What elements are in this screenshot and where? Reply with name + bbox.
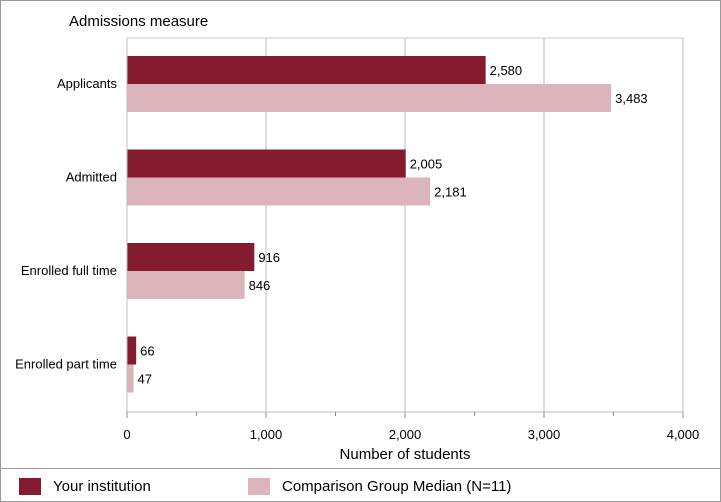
value-labels-group: 2,580 3,483 2,005 2,181 916 846 66 47 xyxy=(138,63,648,387)
bar xyxy=(127,243,255,271)
bar xyxy=(127,271,245,299)
category-label: Applicants xyxy=(57,76,117,91)
bar-value-label: 846 xyxy=(249,278,271,293)
bar-value-label: 2,181 xyxy=(434,185,467,200)
legend-item-your-institution: Your institution xyxy=(19,478,151,495)
bar-value-label: 916 xyxy=(258,250,280,265)
bar xyxy=(127,336,137,365)
x-tick-label: 1,000 xyxy=(250,427,283,442)
legend-swatch-comparison-median xyxy=(248,478,270,495)
bar-value-label: 2,005 xyxy=(410,157,443,172)
legend-swatch-your-institution xyxy=(19,478,41,495)
bars-group xyxy=(127,56,612,393)
category-label: Enrolled full time xyxy=(21,263,117,278)
x-tick-label: 2,000 xyxy=(389,427,422,442)
bar xyxy=(127,84,612,112)
legend-item-comparison-median: Comparison Group Median (N=11) xyxy=(248,478,511,495)
category-labels-group: Applicants Admitted Enrolled full time Enro… xyxy=(15,76,117,372)
legend-label-your-institution: Your institution xyxy=(53,478,151,495)
x-axis: 0 1,000 2,000 3,000 4,000 xyxy=(123,38,699,442)
bar xyxy=(127,56,486,84)
x-tick-label: 0 xyxy=(123,427,130,442)
bar xyxy=(127,364,134,393)
x-tick-label: 4,000 xyxy=(667,427,700,442)
bar-value-label: 2,580 xyxy=(490,63,523,78)
bar-value-label: 66 xyxy=(140,344,154,359)
admissions-bar-chart: Admissions measure 2,580 3,483 2,005 2,181 9… xyxy=(15,13,699,463)
legend-label-comparison-median: Comparison Group Median (N=11) xyxy=(282,478,512,495)
category-label: Admitted xyxy=(66,170,117,185)
bar xyxy=(127,177,431,206)
chart-title: Admissions measure xyxy=(69,13,208,30)
bar-value-label: 47 xyxy=(138,372,152,387)
bar-value-label: 3,483 xyxy=(615,91,648,106)
x-tick-label: 3,000 xyxy=(528,427,561,442)
bar xyxy=(127,149,406,178)
legend: Your institution Comparison Group Median… xyxy=(1,468,720,502)
x-axis-label: Number of students xyxy=(340,446,471,463)
category-label: Enrolled part time xyxy=(15,357,117,372)
